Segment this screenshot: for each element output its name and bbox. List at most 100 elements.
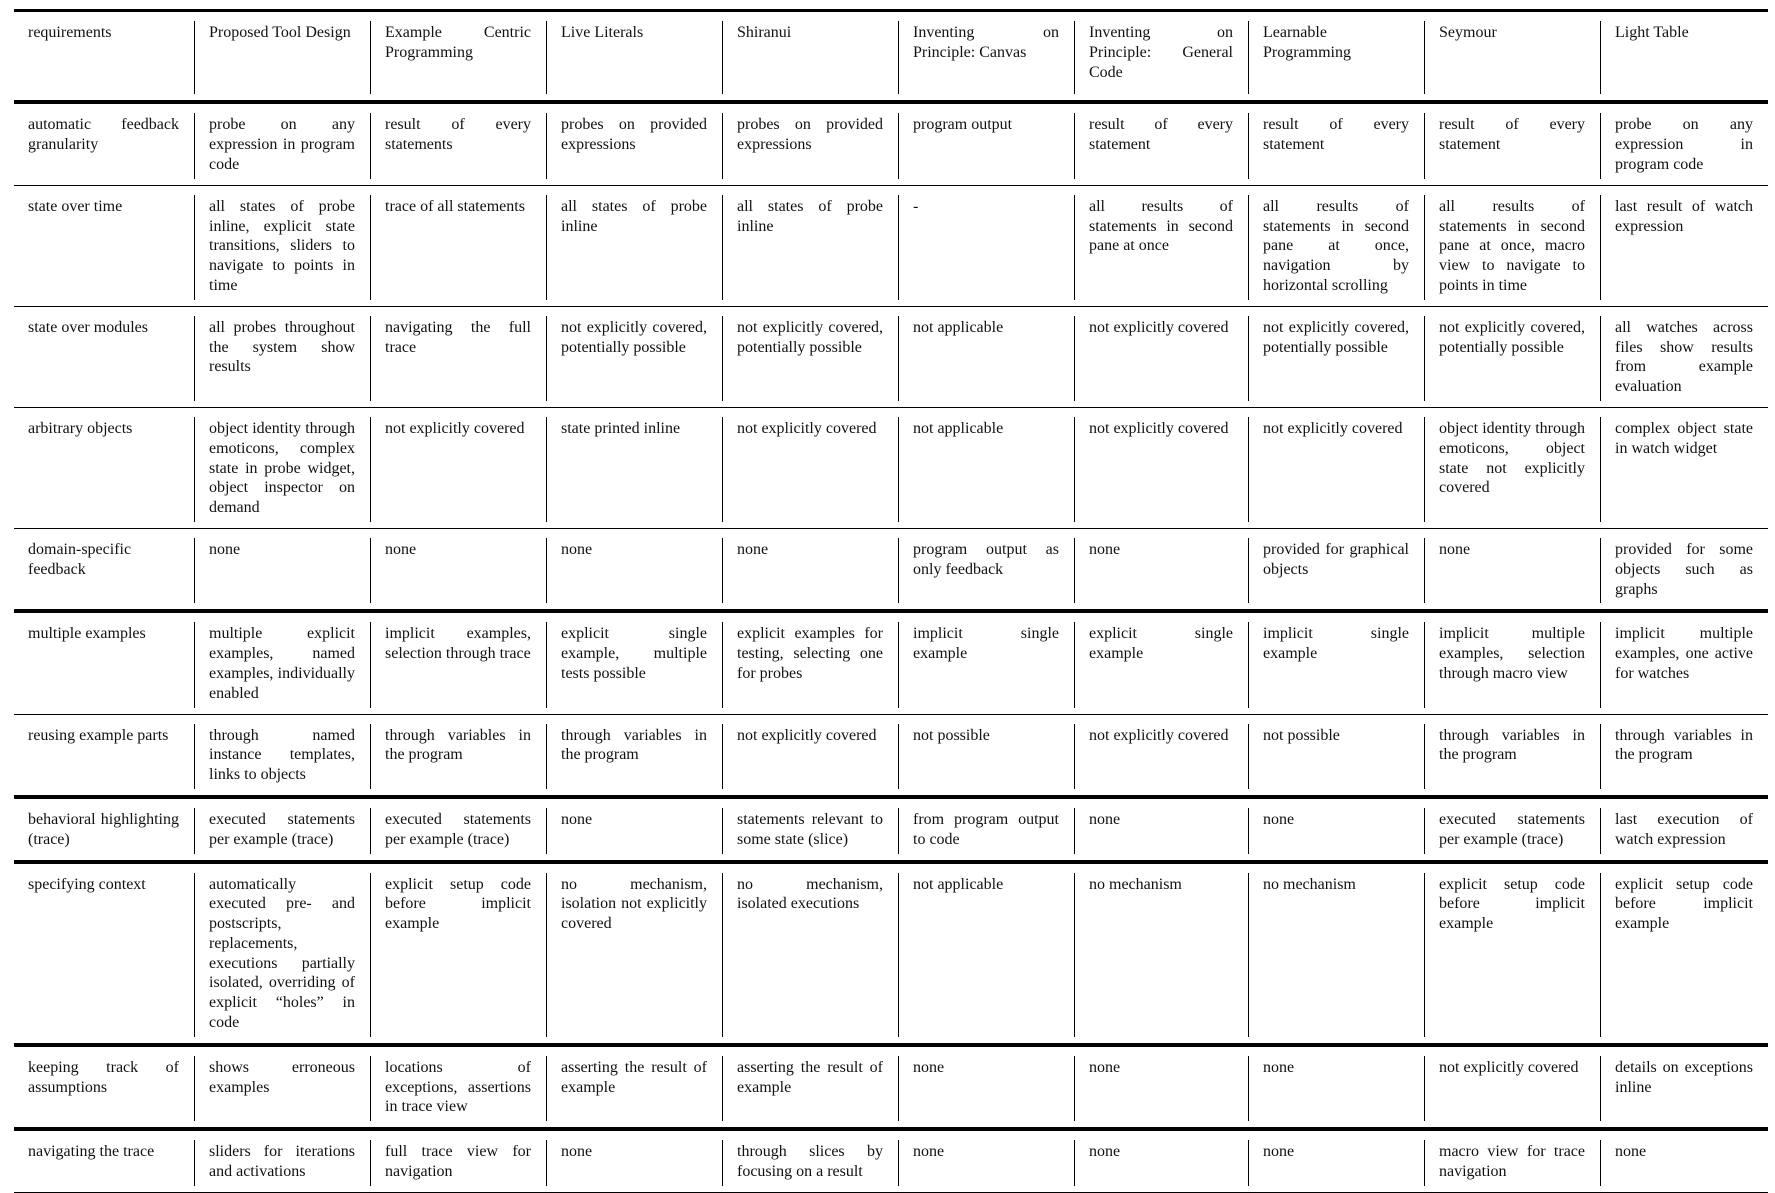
table-cell: shows erroneous examples (194, 1045, 370, 1129)
column-header-learnable-programming: Learnable Programming (1248, 11, 1424, 103)
table-cell: implicit multiple examples, selection th… (1424, 611, 1600, 714)
table-cell: not explicitly covered, potentially poss… (546, 306, 722, 407)
table-cell: not possible (898, 714, 1074, 797)
table-cell: no mechanism, isolated executions (722, 862, 898, 1045)
table-row: domain-specific feedback none none none none… (14, 528, 1768, 612)
table-cell: none (546, 528, 722, 611)
row-label-domain-specific-feedback: domain-specific feedback (28, 540, 132, 578)
column-header-example-centric-programming: Example Centric Programming (370, 11, 546, 103)
header-row: requirements Proposed Tool Design Example … (14, 10, 1768, 103)
table-cell: not explicitly covered (370, 407, 546, 528)
column-header-seymour: Seymour (1424, 11, 1600, 103)
table-cell: all results of statements in second pane… (1424, 185, 1600, 306)
table-cell: none (1074, 797, 1248, 862)
table-cell: all results of statements in second pane… (1248, 185, 1424, 306)
table-row: specifying context automatically executed… (14, 862, 1768, 1045)
table-cell: from program output to code (898, 797, 1074, 862)
table-row: multiple examples multiple explicit examp… (14, 611, 1768, 715)
table-cell: complex object state in watch widget (1600, 407, 1768, 528)
table-cell: none (1424, 528, 1600, 611)
table-cell: not applicable (898, 407, 1074, 528)
table-cell: none (722, 528, 898, 611)
table-cell: object identity through emoticons, compl… (194, 407, 370, 528)
table-cell: explicit examples for testing, selecting… (722, 611, 898, 714)
column-header-proposed-tool-design: Proposed Tool Design (194, 11, 370, 103)
row-label-navigating-the-trace: navigating the trace (28, 1143, 155, 1161)
column-header-shiranui: Shiranui (722, 11, 898, 103)
table-cell: result of every statement (1424, 102, 1600, 185)
table-cell: explicit setup code before implicit exam… (1424, 862, 1600, 1045)
table-cell: none (194, 528, 370, 611)
table-cell: probes on provided expressions (546, 102, 722, 185)
table-cell: through variables in the program (1424, 714, 1600, 797)
table-cell: all results of statements in second pane… (1074, 185, 1248, 306)
table-cell: none (898, 1129, 1074, 1192)
table-cell: explicit setup code before implicit exam… (1600, 862, 1768, 1045)
table-cell: not explicitly covered (722, 714, 898, 797)
table-cell: through variables in the program (546, 714, 722, 797)
table-cell: implicit examples, selection through tra… (370, 611, 546, 714)
table-cell: asserting the result of example (546, 1045, 722, 1129)
table-row: arbitrary objects object identity through… (14, 407, 1768, 529)
table-row: automatic feedback granularity probe on a… (14, 102, 1768, 186)
comparison-table: requirements Proposed Tool Design Example … (14, 9, 1768, 1193)
row-label-specifying-context: specifying context (28, 875, 146, 893)
row-label-arbitrary-objects: arbitrary objects (28, 419, 133, 437)
row-label-keeping-track-of-assumptions: keeping track of assumptions (28, 1058, 179, 1096)
table-cell: not applicable (898, 306, 1074, 407)
table-cell: none (546, 797, 722, 862)
table-cell: multiple explicit examples, named exampl… (194, 611, 370, 714)
table-cell: none (898, 1045, 1074, 1129)
table-cell: none (1074, 1045, 1248, 1129)
table-cell: provided for graphical objects (1248, 528, 1424, 611)
table-cell: state printed inline (546, 407, 722, 528)
row-label-automatic-feedback-granularity: automatic feedback granularity (28, 116, 179, 154)
table-row: behavioral highlighting (trace) executed … (14, 797, 1768, 862)
table-cell: macro view for trace navigation (1424, 1129, 1600, 1192)
table-cell: explicit setup code before implicit exam… (370, 862, 546, 1045)
table-row: reusing example parts through named insta… (14, 714, 1768, 797)
table-cell: not explicitly covered, potentially poss… (1248, 306, 1424, 407)
table-cell: all states of probe inline, explicit sta… (194, 185, 370, 306)
column-header-light-table: Light Table (1600, 11, 1768, 103)
table-cell: none (1074, 528, 1248, 611)
table-cell: - (898, 185, 1074, 306)
table-cell: program output (898, 102, 1074, 185)
table-cell: probe on any expression in program code (1600, 102, 1768, 185)
table-row: state over time all states of probe inlin… (14, 185, 1768, 307)
table-cell: none (1248, 1045, 1424, 1129)
table-cell: explicit single example (1074, 611, 1248, 714)
column-header-inventing-on-principle-canvas: Inventing on Principle: Canvas (898, 11, 1074, 103)
table-cell: implicit single example (1248, 611, 1424, 714)
table-cell: result of every statements (370, 102, 546, 185)
table-cell: program output as only feedback (898, 528, 1074, 611)
table-cell: not explicitly covered (722, 407, 898, 528)
table-cell: executed statements per example (trace) (194, 797, 370, 862)
table-cell: not explicitly covered, potentially poss… (1424, 306, 1600, 407)
table-cell: none (1248, 1129, 1424, 1192)
table-cell: all states of probe inline (546, 185, 722, 306)
table-cell: probes on provided expressions (722, 102, 898, 185)
table-cell: result of every statement (1248, 102, 1424, 185)
column-header-live-literals: Live Literals (546, 11, 722, 103)
table-cell: statements relevant to some state (slice… (722, 797, 898, 862)
row-label-state-over-modules: state over modules (28, 318, 148, 336)
table-cell: no mechanism, isolation not explicitly c… (546, 862, 722, 1045)
table-cell: none (1600, 1129, 1768, 1192)
table-cell: none (370, 528, 546, 611)
column-header-inventing-on-principle-general-code: Inventing on Principle: General Code (1074, 11, 1248, 103)
table-body: requirements Proposed Tool Design Example … (14, 10, 1768, 1193)
table-cell: all states of probe inline (722, 185, 898, 306)
table-cell: not applicable (898, 862, 1074, 1045)
table-cell: last result of watch expression (1600, 185, 1768, 306)
table-cell: all probes throughout the system show re… (194, 306, 370, 407)
row-label-multiple-examples: multiple examples (28, 625, 146, 643)
table-cell: object identity through emoticons, objec… (1424, 407, 1600, 528)
table-cell: not explicitly covered (1074, 306, 1248, 407)
row-label-reusing-example-parts: reusing example parts (28, 726, 169, 744)
table-cell: through slices by focusing on a result (722, 1129, 898, 1192)
table-cell: executed statements per example (trace) (370, 797, 546, 862)
table-cell: implicit multiple examples, one active f… (1600, 611, 1768, 714)
table-cell: locations of exceptions, assertions in t… (370, 1045, 546, 1129)
table-row: keeping track of assumptions shows errone… (14, 1045, 1768, 1130)
